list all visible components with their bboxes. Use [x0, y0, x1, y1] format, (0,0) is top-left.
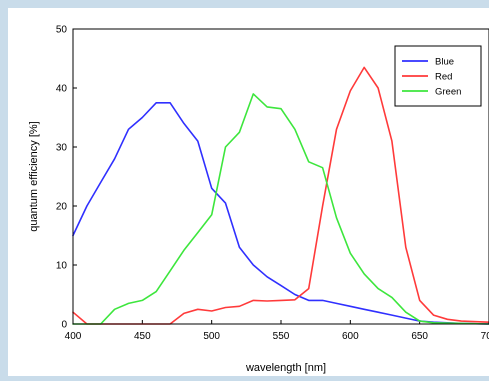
x-tick-label: 450 [134, 331, 151, 342]
x-tick-label: 600 [342, 331, 359, 342]
series-line-green [72, 93, 489, 325]
legend-label-red: Red [435, 72, 452, 83]
y-tick-label: 30 [56, 143, 68, 154]
legend-label-blue: Blue [435, 57, 454, 68]
y-tick-label: 0 [61, 320, 67, 331]
x-tick-label: 700 [481, 331, 489, 342]
x-tick-label: 400 [65, 331, 82, 342]
legend: Blue Red Green [394, 45, 482, 107]
y-tick-label: 50 [56, 25, 68, 36]
y-tick-label: 10 [56, 261, 68, 272]
x-tick-label: 650 [411, 331, 428, 342]
y-axis-label: quantum efficiency [%] [28, 121, 40, 231]
legend-label-green: Green [435, 87, 461, 98]
plot-frame [72, 28, 489, 325]
x-tick-label: 500 [203, 331, 220, 342]
series-line-blue [72, 102, 489, 325]
x-axis-ticks: 400 450 500 550 600 650 700 [65, 320, 489, 342]
x-axis-label: wavelength [nm] [245, 362, 326, 374]
y-tick-label: 40 [56, 84, 68, 95]
x-tick-label: 550 [273, 331, 290, 342]
y-tick-label: 20 [56, 202, 68, 213]
